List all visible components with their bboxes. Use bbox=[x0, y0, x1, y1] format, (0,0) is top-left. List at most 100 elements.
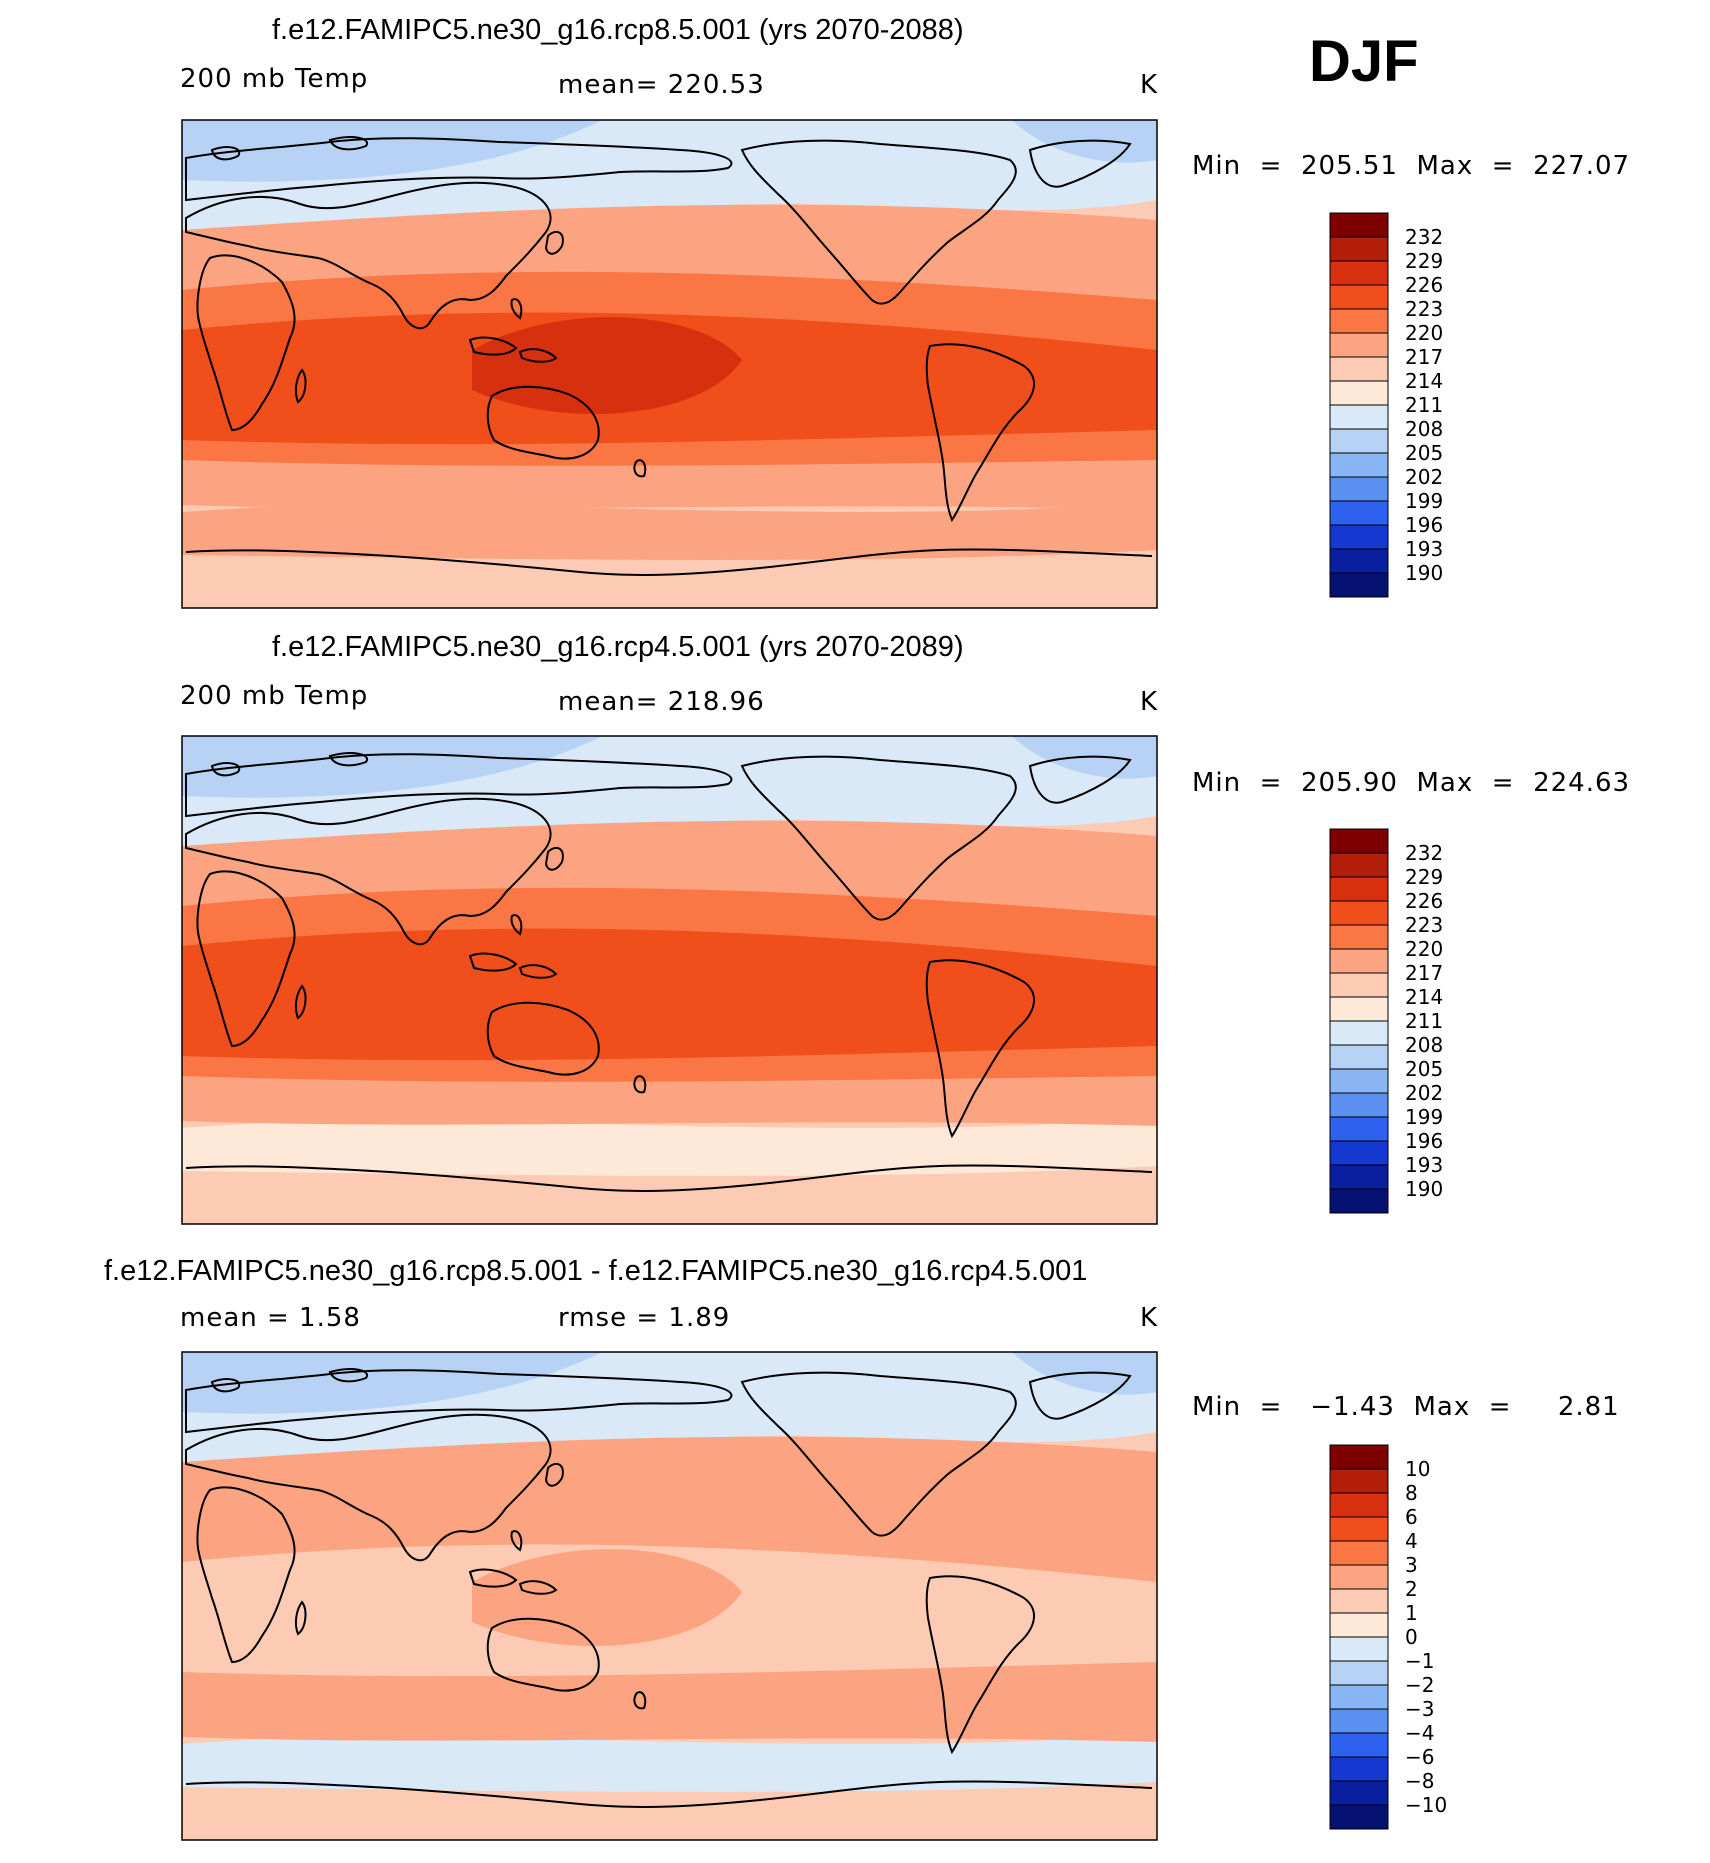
panel-2-colorbar-label: 214 bbox=[1405, 985, 1443, 1009]
panel-3-colorbar-label: 2 bbox=[1405, 1577, 1418, 1601]
panel-2-colorbar-label: 223 bbox=[1405, 913, 1443, 937]
panel-1-colorbar-swatch bbox=[1329, 260, 1389, 286]
field-south-polar bbox=[182, 1782, 1157, 1840]
panel-3-colorbar-label: −8 bbox=[1405, 1769, 1434, 1793]
panel-3-colorbar-label: 0 bbox=[1405, 1625, 1418, 1649]
panel-1-colorbar-swatch bbox=[1329, 236, 1389, 262]
panel-2-colorbar-label: 196 bbox=[1405, 1129, 1443, 1153]
panel-2-colorbar-swatch bbox=[1329, 1020, 1389, 1046]
field-north-cap bbox=[182, 1352, 602, 1414]
panel-3-colorbar-swatch bbox=[1329, 1588, 1389, 1614]
panel-2-colorbar-swatch bbox=[1329, 1092, 1389, 1118]
panel-2-colorbar-label: 229 bbox=[1405, 865, 1443, 889]
field-north-cap bbox=[182, 736, 602, 798]
panel-3-colorbar-swatch bbox=[1329, 1684, 1389, 1710]
panel-1-colorbar-label: 196 bbox=[1405, 513, 1443, 537]
panel-3-colorbar-swatch bbox=[1329, 1804, 1389, 1830]
panel-3-colorbar-label: −1 bbox=[1405, 1649, 1434, 1673]
panel-1-colorbar-swatch bbox=[1329, 284, 1389, 310]
panel-2-colorbar-label: 208 bbox=[1405, 1033, 1443, 1057]
panel-2-colorbar-label: 199 bbox=[1405, 1105, 1443, 1129]
panel-2-min-max: Min = 205.90 Max = 224.63 bbox=[1192, 768, 1631, 798]
field-warm-core bbox=[472, 317, 742, 414]
panel-2-map bbox=[182, 736, 1157, 1224]
panel-3-colorbar-swatch bbox=[1329, 1564, 1389, 1590]
panel-3-center-label: rmse = 1.89 bbox=[558, 1303, 731, 1333]
panel-1-colorbar-swatch bbox=[1329, 524, 1389, 550]
panel-1-title: f.e12.FAMIPC5.ne30_g16.rcp8.5.001 (yrs 2… bbox=[272, 14, 964, 46]
panel-3-colorbar-label: 6 bbox=[1405, 1505, 1418, 1529]
panel-3-min-max: Min = −1.43 Max = 2.81 bbox=[1192, 1392, 1620, 1422]
panel-2-colorbar-swatch bbox=[1329, 1164, 1389, 1190]
panel-2-colorbar-label: 205 bbox=[1405, 1057, 1443, 1081]
panel-3-colorbar-label: −2 bbox=[1405, 1673, 1434, 1697]
panel-3-frame bbox=[181, 1351, 1158, 1841]
panel-2-left-label: 200 mb Temp bbox=[180, 681, 369, 711]
panel-2-colorbar-swatch bbox=[1329, 876, 1389, 902]
panel-3-colorbar-swatch bbox=[1329, 1492, 1389, 1518]
panel-2-frame bbox=[181, 735, 1158, 1225]
panel-2-colorbar-swatch bbox=[1329, 924, 1389, 950]
field-south-polar bbox=[182, 1166, 1157, 1224]
panel-1-colorbar-label: 199 bbox=[1405, 489, 1443, 513]
panel-1-colorbar-swatch bbox=[1329, 476, 1389, 502]
panel-3-colorbar-label: −4 bbox=[1405, 1721, 1434, 1745]
panel-2-colorbar-swatch bbox=[1329, 996, 1389, 1022]
season-label: DJF bbox=[1309, 29, 1419, 94]
panel-2-units: K bbox=[1140, 687, 1159, 717]
panel-3-colorbar-label: 1 bbox=[1405, 1601, 1418, 1625]
panel-3-colorbar-swatch bbox=[1329, 1780, 1389, 1806]
panel-1-colorbar-swatch bbox=[1329, 308, 1389, 334]
panel-2-colorbar-label: 220 bbox=[1405, 937, 1443, 961]
panel-1-min-max: Min = 205.51 Max = 227.07 bbox=[1192, 151, 1631, 181]
panel-2-title: f.e12.FAMIPC5.ne30_g16.rcp4.5.001 (yrs 2… bbox=[272, 631, 964, 663]
panel-2-center-label: mean= 218.96 bbox=[558, 687, 765, 717]
panel-1-colorbar-label: 208 bbox=[1405, 417, 1443, 441]
panel-1-colorbar-label: 214 bbox=[1405, 369, 1443, 393]
panel-3-colorbar-label: −3 bbox=[1405, 1697, 1434, 1721]
panel-1-colorbar-label: 226 bbox=[1405, 273, 1443, 297]
panel-2-colorbar-swatch bbox=[1329, 1044, 1389, 1070]
panel-3-colorbar-swatch bbox=[1329, 1660, 1389, 1686]
panel-1-map bbox=[182, 120, 1157, 608]
panel-1-colorbar-swatch bbox=[1329, 500, 1389, 526]
field-north-cap bbox=[182, 120, 602, 182]
panel-2-colorbar-label: 193 bbox=[1405, 1153, 1443, 1177]
panel-3-colorbar-label: 8 bbox=[1405, 1481, 1418, 1505]
panel-1-units: K bbox=[1140, 70, 1159, 100]
panel-3-colorbar-label: −6 bbox=[1405, 1745, 1434, 1769]
panel-3-colorbar-swatch bbox=[1329, 1708, 1389, 1734]
panel-3-units: K bbox=[1140, 1303, 1159, 1333]
panel-2-colorbar-label: 211 bbox=[1405, 1009, 1443, 1033]
panel-3-colorbar-swatch bbox=[1329, 1756, 1389, 1782]
panel-1-colorbar-swatch bbox=[1329, 548, 1389, 574]
panel-2-colorbar-label: 202 bbox=[1405, 1081, 1443, 1105]
panel-3-title: f.e12.FAMIPC5.ne30_g16.rcp8.5.001 - f.e1… bbox=[104, 1255, 1088, 1287]
panel-1-colorbar-label: 232 bbox=[1405, 225, 1443, 249]
field-warm-core bbox=[472, 933, 742, 1030]
panel-2-colorbar-label: 217 bbox=[1405, 961, 1443, 985]
panel-3-colorbar-label: 4 bbox=[1405, 1529, 1418, 1553]
panel-1-colorbar-label: 193 bbox=[1405, 537, 1443, 561]
panel-3-map bbox=[182, 1352, 1157, 1840]
panel-1-frame bbox=[181, 119, 1158, 609]
panel-3-colorbar-label: −10 bbox=[1405, 1793, 1447, 1817]
panel-2-colorbar-swatch bbox=[1329, 972, 1389, 998]
panel-1-center-label: mean= 220.53 bbox=[558, 70, 765, 100]
panel-2-colorbar-swatch bbox=[1329, 1188, 1389, 1214]
field-warm-core bbox=[472, 1549, 742, 1646]
panel-1-colorbar-label: 190 bbox=[1405, 561, 1443, 585]
panel-3-colorbar-label: 10 bbox=[1405, 1457, 1430, 1481]
panel-3-colorbar-swatch bbox=[1329, 1612, 1389, 1638]
panel-3-colorbar-swatch bbox=[1329, 1516, 1389, 1542]
panel-2-colorbar-swatch bbox=[1329, 828, 1389, 854]
panel-2-colorbar-swatch bbox=[1329, 852, 1389, 878]
panel-1-colorbar-swatch bbox=[1329, 572, 1389, 598]
panel-2-colorbar-label: 232 bbox=[1405, 841, 1443, 865]
panel-1-colorbar-label: 202 bbox=[1405, 465, 1443, 489]
panel-1-colorbar-swatch bbox=[1329, 404, 1389, 430]
panel-3-left-label: mean = 1.58 bbox=[180, 1303, 361, 1333]
panel-2-colorbar-label: 226 bbox=[1405, 889, 1443, 913]
panel-1-colorbar-swatch bbox=[1329, 428, 1389, 454]
